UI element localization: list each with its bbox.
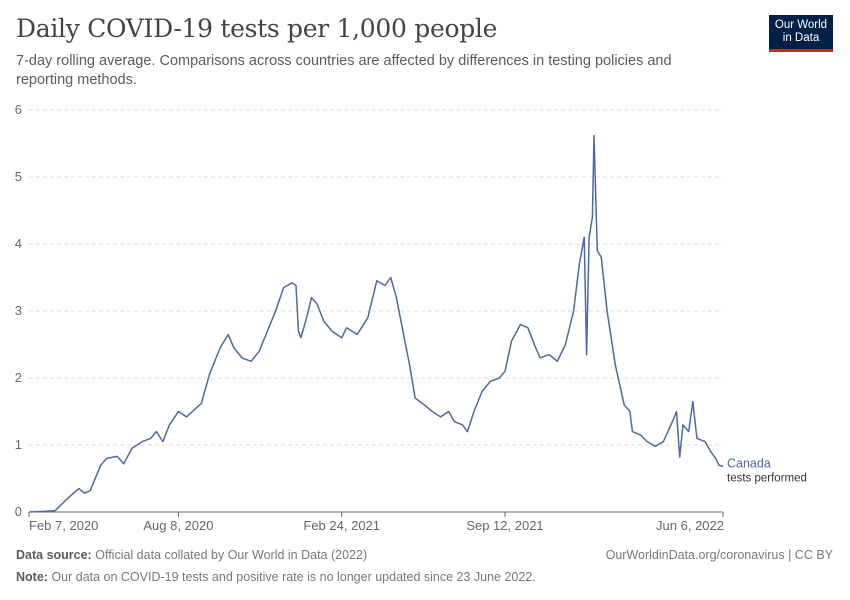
x-tick-label: Feb 7, 2020: [29, 518, 98, 533]
owid-logo[interactable]: Our World in Data: [769, 15, 833, 52]
x-tick-label: Sep 12, 2021: [466, 518, 543, 533]
line-chart: 0 1 2 3 4 5 6 Feb 7, 2020 Aug 8, 2020 Feb 24, 202…: [15, 102, 807, 533]
x-tick-label: Jun 6, 2022: [656, 518, 724, 533]
y-tick-label: 2: [15, 370, 22, 385]
x-tick-label: Feb 24, 2021: [303, 518, 380, 533]
data-source-text: Official data collated by Our World in D…: [95, 548, 368, 562]
logo-line-2: in Data: [782, 32, 820, 44]
y-tick-label: 0: [15, 504, 22, 519]
note-text: Our data on COVID-19 tests and positive …: [51, 570, 536, 584]
y-tick-label: 4: [15, 236, 22, 251]
data-source-label: Data source:: [16, 548, 92, 562]
logo-line-1: Our World: [774, 19, 828, 31]
y-tick-label: 6: [15, 102, 22, 117]
chart-subtitle: 7-day rolling average. Comparisons acros…: [16, 53, 672, 88]
chart-title: Daily COVID-19 tests per 1,000 people: [16, 14, 498, 43]
y-tick-label: 1: [15, 437, 22, 452]
y-tick-label: 3: [15, 303, 22, 318]
series-sublabel: tests performed: [727, 472, 807, 484]
note-label: Note:: [16, 570, 48, 584]
series-line-canada: [28, 134, 724, 513]
x-tick-label: Aug 8, 2020: [143, 518, 213, 533]
source-link[interactable]: OurWorldinData.org/coronavirus | CC BY: [605, 548, 833, 562]
data-source: Data source: Official data collated by O…: [16, 548, 367, 562]
y-tick-label: 5: [15, 169, 22, 184]
series-label: Canada: [727, 456, 771, 470]
chart-note: Note: Our data on COVID-19 tests and pos…: [16, 570, 536, 584]
